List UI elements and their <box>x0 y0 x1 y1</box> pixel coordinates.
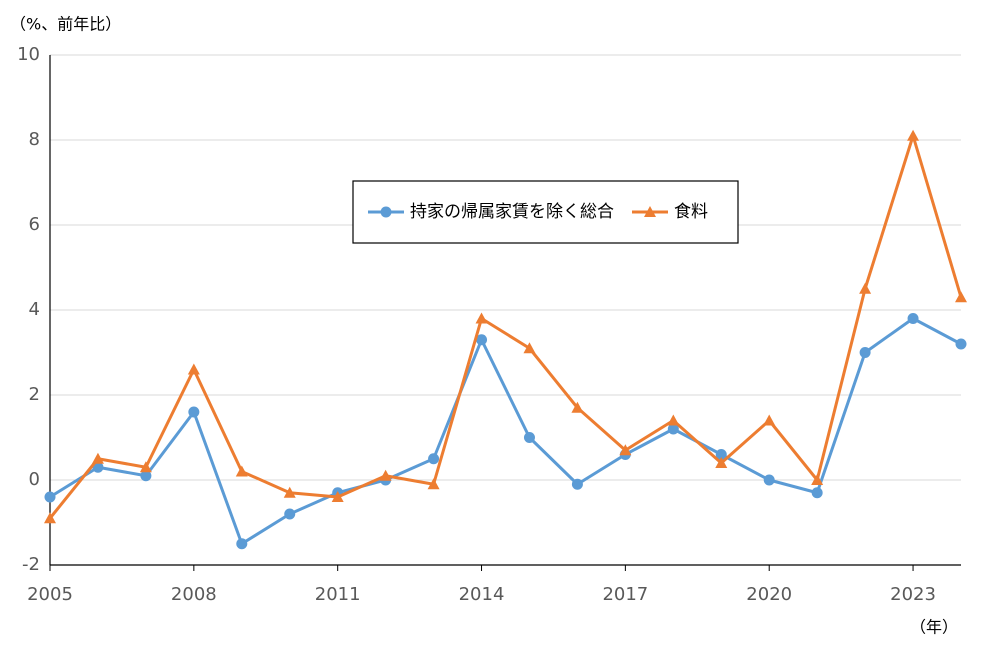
marker <box>284 508 296 520</box>
marker <box>331 491 344 502</box>
x-tick-label: 2014 <box>459 584 505 605</box>
y-tick-label: 10 <box>17 44 40 65</box>
y-tick-label: -2 <box>22 554 40 575</box>
marker <box>619 444 632 456</box>
marker <box>187 363 200 375</box>
marker <box>763 474 775 486</box>
marker <box>667 423 679 435</box>
legend-label: 持家の帰属家賃を除く総合 <box>410 202 614 222</box>
marker <box>571 401 584 413</box>
x-unit-label: （年） <box>910 618 958 637</box>
marker <box>811 474 824 485</box>
x-tick-label: 2005 <box>27 584 73 605</box>
marker <box>859 347 871 358</box>
x-tick-label: 2008 <box>171 584 217 605</box>
marker <box>667 414 680 426</box>
marker <box>476 334 488 346</box>
marker <box>907 129 920 141</box>
marker <box>188 406 200 418</box>
marker <box>44 491 56 503</box>
marker <box>91 452 104 464</box>
legend-label: 食料 <box>674 202 708 222</box>
marker <box>571 478 583 490</box>
marker <box>811 487 823 499</box>
x-tick-label: 2011 <box>315 584 361 605</box>
marker <box>44 512 56 524</box>
marker <box>428 453 440 465</box>
marker <box>475 312 488 324</box>
marker <box>955 338 967 350</box>
marker <box>283 486 296 498</box>
y-unit-label: （%、前年比） <box>10 15 121 34</box>
marker <box>859 282 872 294</box>
marker <box>955 291 967 303</box>
marker <box>523 432 535 443</box>
series-line <box>48 134 963 520</box>
marker <box>140 470 152 482</box>
marker <box>427 478 440 490</box>
marker <box>907 313 919 324</box>
y-tick-label: 8 <box>29 129 40 150</box>
y-tick-label: 2 <box>29 384 40 405</box>
marker <box>715 449 727 460</box>
legend-box <box>352 180 739 244</box>
y-tick-label: 4 <box>29 299 40 320</box>
series-line <box>49 317 962 546</box>
y-tick-label: 0 <box>29 469 40 490</box>
marker <box>139 461 152 473</box>
marker <box>763 414 776 426</box>
marker <box>715 457 728 468</box>
y-tick-label: 6 <box>29 214 40 235</box>
marker <box>379 469 392 481</box>
marker <box>236 538 248 550</box>
x-tick-label: 2023 <box>890 584 936 605</box>
marker <box>644 206 656 217</box>
x-tick-label: 2017 <box>602 584 648 605</box>
marker <box>235 465 248 477</box>
x-tick-label: 2020 <box>746 584 792 605</box>
marker <box>523 342 536 354</box>
legend: 持家の帰属家賃を除く総合 食料 <box>352 180 739 244</box>
marker <box>380 206 392 218</box>
